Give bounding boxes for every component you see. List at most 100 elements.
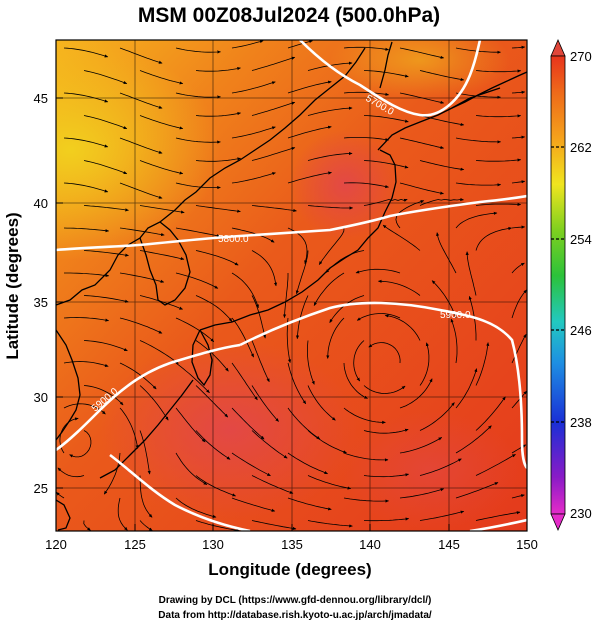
streamline bbox=[313, 272, 345, 306]
y-tick-label: 45 bbox=[34, 91, 48, 106]
streamline bbox=[83, 340, 128, 352]
colorbar-top-arrow bbox=[550, 39, 566, 57]
x-axis-label: Longitude (degrees) bbox=[208, 560, 371, 579]
streamline bbox=[231, 272, 259, 309]
streamline bbox=[455, 182, 502, 187]
x-tick-labels: 120 125 130 135 140 145 150 bbox=[45, 537, 538, 552]
streamline bbox=[307, 430, 347, 454]
x-tick-label: 135 bbox=[281, 537, 303, 552]
streamline bbox=[511, 333, 527, 364]
streamline bbox=[343, 362, 368, 399]
x-tick-label: 150 bbox=[516, 537, 538, 552]
map-plot: 5700.0 5800.0 5900.0 5900.0 bbox=[56, 40, 527, 531]
chart-title: MSM 00Z08Jul2024 (500.0hPa) bbox=[138, 4, 440, 27]
streamline bbox=[119, 407, 139, 449]
contour-label-5800: 5800.0 bbox=[218, 234, 249, 245]
streamline bbox=[251, 520, 297, 530]
streamline bbox=[175, 272, 219, 289]
contour-5900-west bbox=[56, 343, 241, 452]
x-tick-label: 120 bbox=[45, 537, 67, 552]
warm-core-south bbox=[100, 340, 360, 520]
streamline bbox=[175, 182, 221, 190]
streamline bbox=[511, 289, 527, 319]
streamline bbox=[119, 182, 163, 199]
streamline bbox=[251, 56, 296, 71]
contour-label-5900-a: 5900.0 bbox=[440, 310, 471, 321]
streamline bbox=[511, 390, 527, 409]
streamline bbox=[475, 226, 512, 251]
streamline bbox=[356, 313, 401, 321]
streamline bbox=[251, 295, 267, 339]
colorbar-tick-label: 230 bbox=[570, 506, 592, 521]
streamline bbox=[175, 317, 215, 342]
y-tick-labels: 25 30 35 40 45 bbox=[34, 91, 48, 496]
streamline bbox=[431, 280, 457, 319]
streamline bbox=[175, 227, 221, 238]
streamline bbox=[195, 250, 239, 266]
streamline bbox=[307, 106, 353, 116]
streamline bbox=[139, 70, 184, 85]
streamline bbox=[119, 272, 165, 283]
streamline bbox=[195, 157, 241, 162]
coast-asia-mainland bbox=[56, 47, 366, 306]
streamline bbox=[511, 180, 526, 184]
streamline bbox=[175, 497, 217, 518]
streamline bbox=[231, 172, 276, 184]
streamline bbox=[307, 151, 353, 161]
streamline bbox=[69, 430, 92, 458]
streamline bbox=[363, 473, 409, 478]
streamline bbox=[139, 250, 185, 261]
streamline bbox=[83, 160, 128, 175]
streamline bbox=[175, 92, 221, 99]
streamline bbox=[475, 511, 521, 521]
streamline bbox=[286, 317, 292, 363]
streamline bbox=[119, 227, 165, 237]
streamline bbox=[287, 497, 332, 511]
streamline bbox=[455, 425, 492, 454]
streamline bbox=[475, 396, 506, 431]
streamline bbox=[343, 452, 389, 462]
streamline bbox=[195, 430, 231, 460]
colorbar-tick-label: 238 bbox=[570, 415, 592, 430]
streamline bbox=[139, 475, 153, 518]
streamline bbox=[57, 467, 85, 478]
streamline bbox=[450, 318, 458, 364]
streamline bbox=[139, 295, 183, 310]
streamline bbox=[419, 402, 455, 431]
streamline bbox=[511, 45, 526, 49]
colorbar-tick-label: 270 bbox=[570, 49, 592, 64]
colorbar-body bbox=[550, 55, 566, 515]
coast-japan-hokkaido bbox=[377, 87, 501, 151]
streamline bbox=[399, 92, 445, 104]
streamline bbox=[307, 205, 354, 210]
streamline bbox=[436, 232, 457, 274]
streamline bbox=[419, 342, 430, 386]
streamline bbox=[139, 160, 184, 175]
streamline bbox=[287, 125, 332, 139]
streamline bbox=[475, 158, 522, 162]
streamline bbox=[399, 137, 444, 150]
colorbar-bottom-arrow bbox=[550, 513, 566, 531]
colorbar-tick-label: 254 bbox=[570, 232, 592, 247]
streamline bbox=[119, 137, 163, 154]
streamline bbox=[83, 250, 129, 257]
x-tick-label: 140 bbox=[359, 537, 381, 552]
streamline bbox=[56, 491, 65, 499]
streamline bbox=[287, 362, 307, 405]
streamline bbox=[306, 340, 315, 385]
colorbar-tick-label: 262 bbox=[570, 140, 592, 155]
coast-sakhalin bbox=[379, 41, 393, 89]
y-tick-label: 25 bbox=[34, 481, 48, 496]
streamline bbox=[63, 227, 110, 233]
streamline bbox=[251, 475, 294, 494]
streamline bbox=[368, 342, 401, 364]
streamline bbox=[363, 160, 409, 169]
streamline bbox=[195, 205, 241, 213]
streamline bbox=[287, 40, 313, 49]
streamline bbox=[175, 137, 221, 144]
y-tick-label: 40 bbox=[34, 196, 48, 211]
streamline bbox=[231, 317, 254, 358]
coast-china-east bbox=[56, 329, 81, 441]
credit-data: Data from http://database.rish.kyoto-u.a… bbox=[158, 610, 432, 621]
streamline bbox=[455, 211, 498, 229]
